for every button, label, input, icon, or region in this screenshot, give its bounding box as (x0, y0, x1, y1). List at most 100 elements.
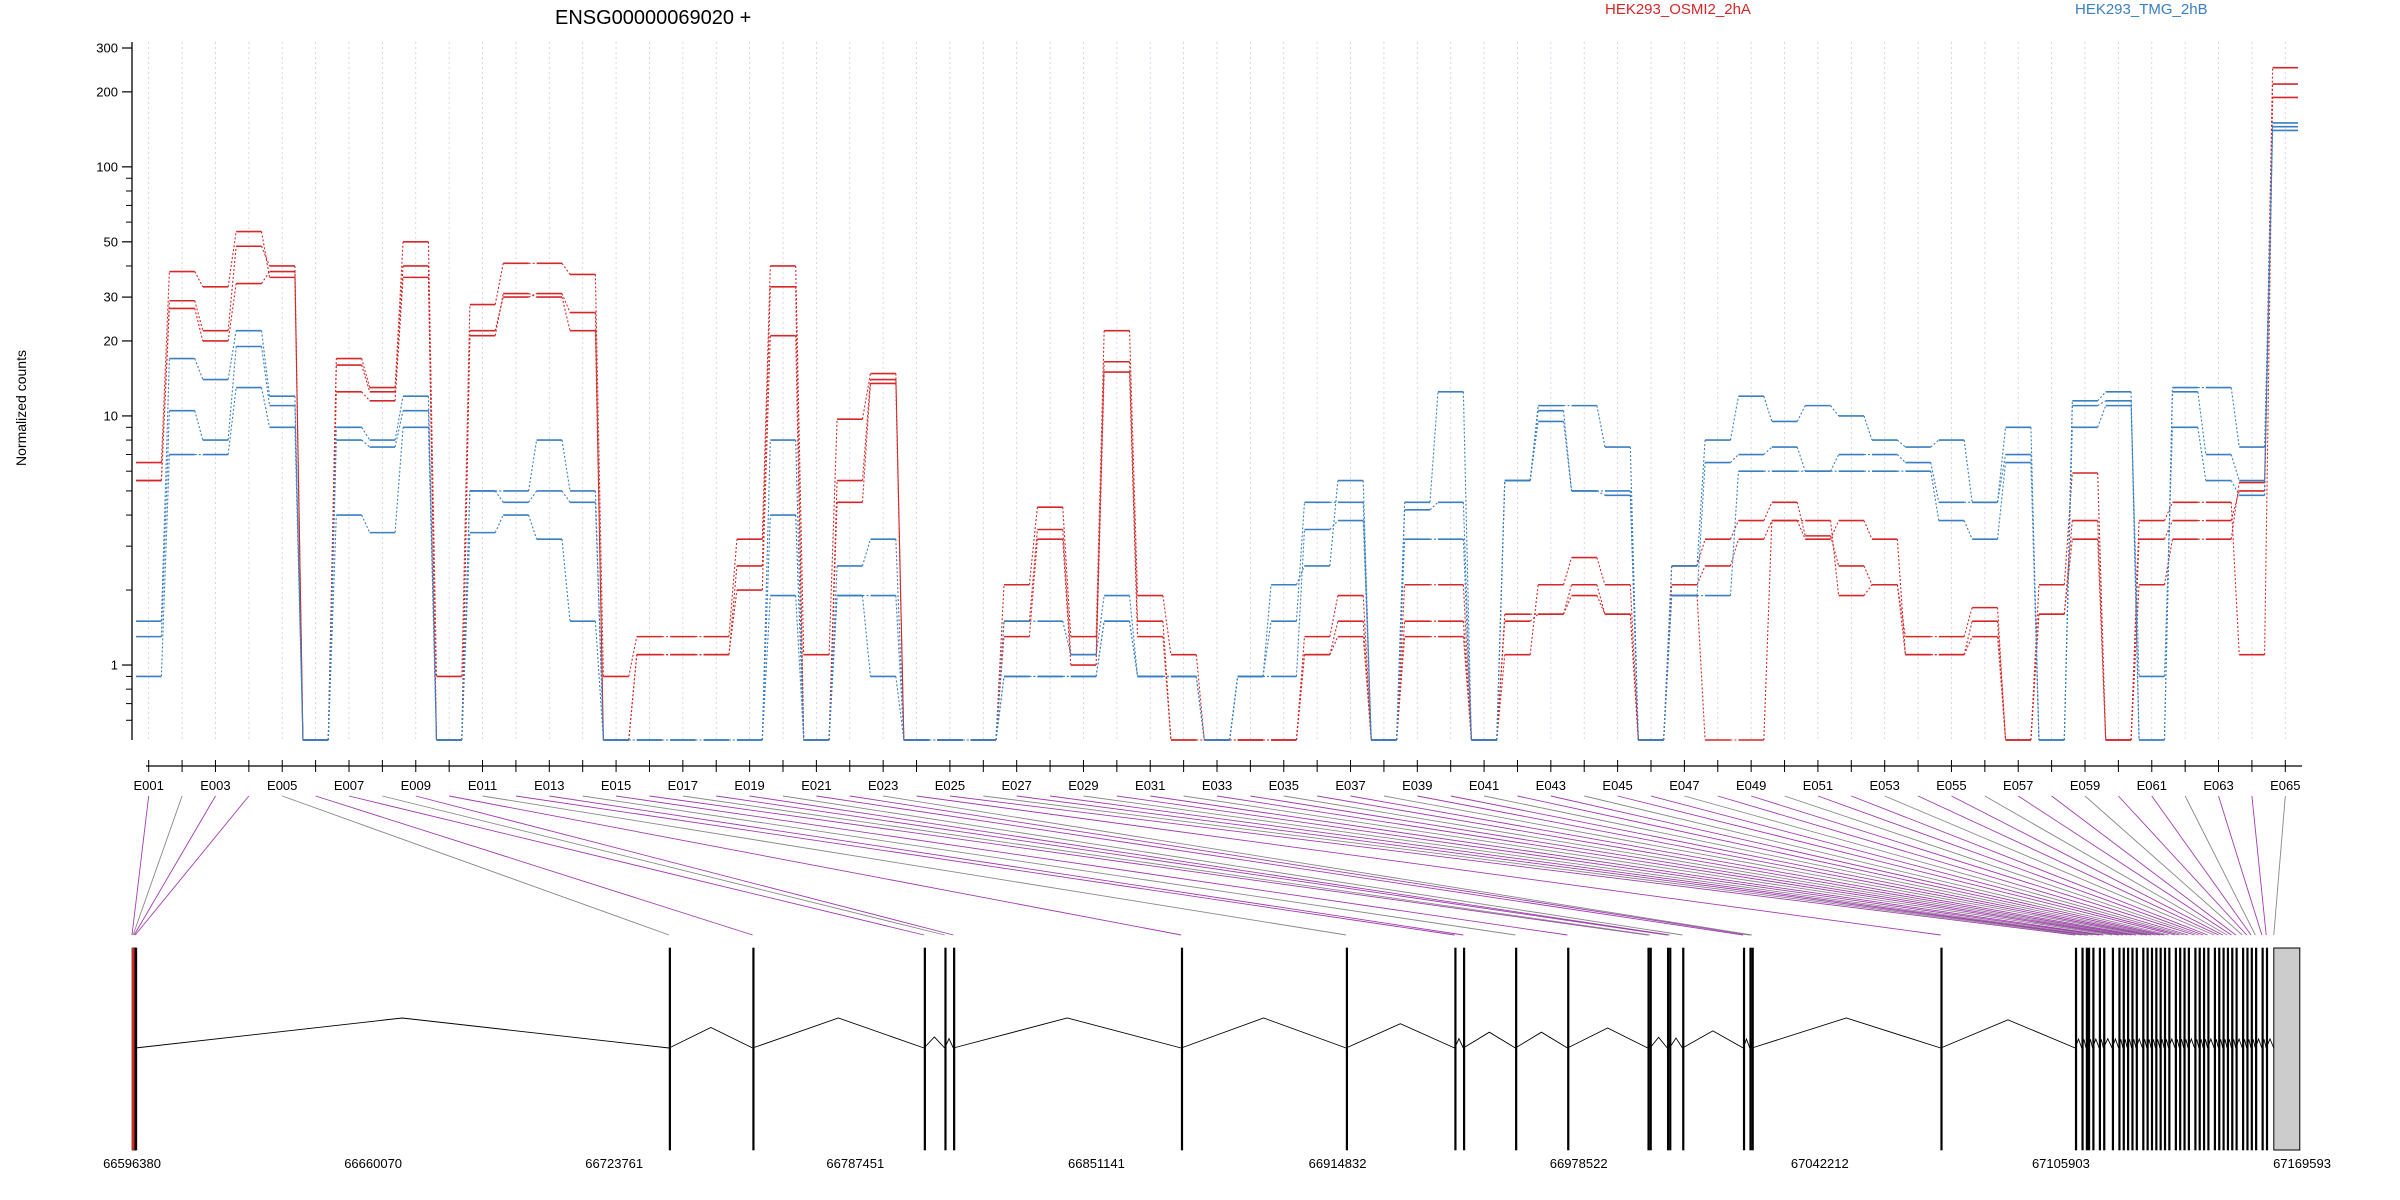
series-transition (494, 293, 504, 336)
exon-block (1669, 947, 1672, 1151)
series-transition (895, 373, 905, 741)
series-transition (561, 293, 571, 313)
y-tick-label: 300 (96, 41, 118, 56)
series-transition (1963, 621, 1973, 655)
exon-connector (1884, 795, 2215, 936)
series-transition (1195, 654, 1205, 741)
exon-connector (2273, 795, 2286, 936)
series-transition (995, 676, 1005, 741)
exon-connector (2151, 795, 2252, 936)
series-transition (1930, 462, 1940, 503)
series-transition (1028, 529, 1038, 622)
intron-link (953, 1017, 1182, 1049)
series-transition (528, 490, 538, 503)
exon-connector (134, 795, 250, 936)
series-transition (1963, 520, 1973, 540)
exon-connector (1617, 795, 2176, 936)
exon-tick-label: E059 (2070, 778, 2100, 793)
exon-block (2231, 947, 2234, 1151)
series-transition (2163, 427, 2174, 677)
series-transition (1729, 396, 1740, 441)
series-6 (136, 129, 2298, 741)
y-tick-label: 10 (104, 408, 118, 423)
exon-tick-label: E061 (2137, 778, 2167, 793)
y-tick-label: 100 (96, 159, 118, 174)
exon-connector (1751, 795, 2195, 936)
series-transition (227, 330, 237, 380)
series-transition (1362, 520, 1372, 741)
series-transition (2063, 539, 2073, 615)
exon-block (2168, 947, 2171, 1151)
series-transition (1830, 405, 1840, 417)
series-transition (461, 532, 471, 741)
exon-connector (1584, 795, 2169, 936)
series-transition (861, 539, 871, 567)
series-transition (2130, 520, 2140, 741)
series-transition (1429, 391, 1439, 503)
series-transition (1863, 415, 1873, 441)
series-transition (2230, 490, 2240, 521)
exon-block (2242, 947, 2245, 1151)
exon-block (2226, 947, 2230, 1151)
series-transition (394, 396, 404, 441)
exon-connector (515, 795, 1455, 936)
series-transition (1763, 520, 1773, 741)
exon-tick-label: E063 (2203, 778, 2233, 793)
series-transition (1796, 520, 1806, 540)
series-transition (1729, 520, 1739, 540)
series-transition (260, 346, 271, 406)
exon-tick-label: E023 (868, 778, 898, 793)
exon-block (2092, 947, 2095, 1151)
series-transition (1763, 520, 1773, 540)
series-transition (2264, 126, 2274, 481)
exon-tick-label: E009 (401, 778, 431, 793)
legend-entry-osmi: HEK293_OSMI2_2hA (1605, 1, 1751, 18)
series-transition (1329, 595, 1339, 637)
series-transition (1696, 565, 1706, 585)
exon-connector (132, 795, 183, 936)
exon-connector (1817, 795, 2204, 936)
exon-block (953, 947, 956, 1151)
series-transition (2097, 472, 2107, 741)
exon-connector (949, 795, 2076, 936)
series-transition (1963, 607, 1973, 637)
series-transition (594, 312, 604, 741)
series-transition (194, 271, 204, 288)
genomic-tick-label: 66660070 (344, 1156, 402, 1171)
series-transition (628, 636, 638, 677)
exon-block (668, 947, 671, 1151)
exon-connector (749, 795, 1670, 936)
exon-block (2087, 947, 2091, 1151)
exon-block (2159, 947, 2162, 1151)
intron-link (923, 1036, 945, 1049)
genomic-tick-label: 67169593 (2273, 1156, 2331, 1171)
series-transition (1128, 330, 1139, 596)
exon-tick-label: E015 (601, 778, 631, 793)
series-transition (561, 262, 571, 275)
series-transition (1529, 613, 1539, 622)
series-transition (761, 515, 771, 741)
exon-block (2202, 947, 2206, 1151)
series-transition (1062, 621, 1072, 655)
series-transition (1796, 405, 1806, 422)
series-transition (227, 283, 237, 342)
series-transition (361, 439, 371, 448)
genomic-tick-label: 66596380 (103, 1156, 161, 1171)
series-transition (1696, 539, 1706, 567)
series-transition (2130, 405, 2140, 677)
exon-block (1462, 947, 1466, 1151)
exon-tick-label: E007 (334, 778, 364, 793)
exon-tick-label: E041 (1469, 778, 1499, 793)
series-transition (160, 454, 170, 677)
series-transition (427, 427, 438, 741)
exon-tick-label: E045 (1602, 778, 1632, 793)
series-transition (1596, 490, 1606, 496)
series-transition (761, 265, 771, 540)
intron-link (1669, 1037, 1683, 1049)
series-transition (427, 396, 438, 741)
series-lines (136, 66, 2298, 741)
series-transition (2230, 502, 2240, 655)
exon-connector (1350, 795, 2137, 936)
series-transition (1028, 507, 1038, 585)
series-transition (1462, 539, 1472, 741)
